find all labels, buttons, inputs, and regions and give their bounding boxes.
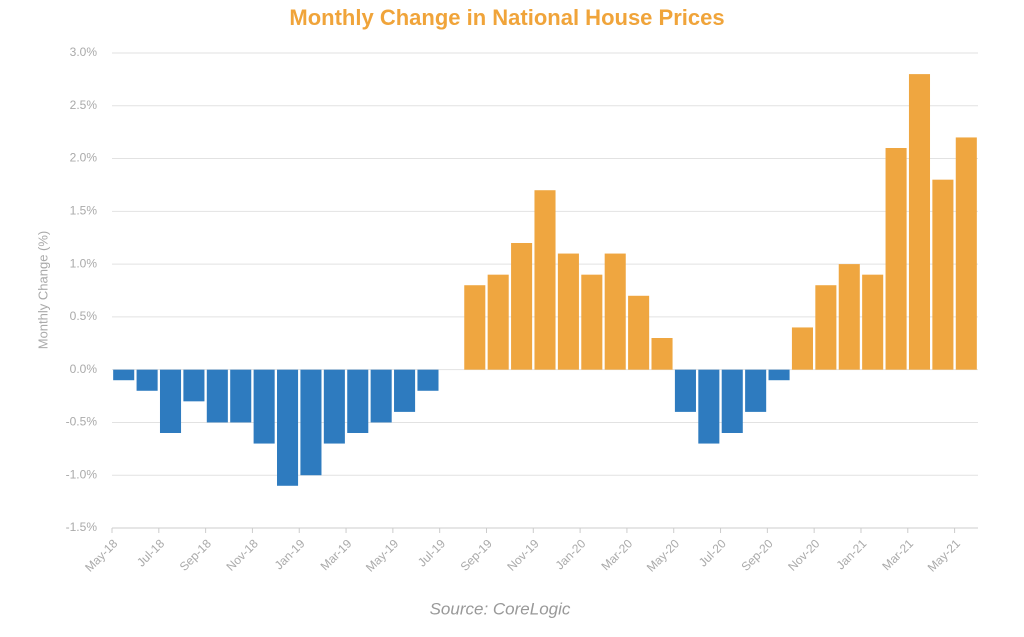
x-tick-label: Mar-20: [599, 536, 636, 573]
bar: [768, 369, 790, 381]
bar: [159, 369, 182, 433]
bar: [394, 369, 416, 412]
bar: [745, 369, 767, 412]
y-tick-label: 2.5%: [70, 98, 98, 112]
y-tick-label: -1.0%: [66, 467, 98, 481]
bar: [815, 285, 837, 370]
bar: [791, 327, 813, 370]
bar: [604, 253, 626, 370]
y-axis-label: Monthly Change (%): [35, 231, 50, 350]
x-tick-label: Sep-18: [177, 536, 214, 573]
bar: [534, 190, 556, 370]
bar: [206, 369, 228, 423]
bar: [932, 179, 954, 370]
x-tick-label: Sep-20: [738, 536, 775, 573]
x-tick-label: Jul-19: [415, 536, 448, 569]
x-tick-label: Jul-20: [696, 536, 729, 569]
bar: [511, 243, 533, 370]
x-tick-label: Nov-19: [504, 536, 541, 573]
y-tick-label: -1.5%: [66, 520, 98, 534]
bar: [838, 264, 860, 370]
bar: [721, 369, 743, 433]
x-tick-label: May-19: [363, 536, 401, 574]
x-tick-label: Nov-20: [785, 536, 822, 573]
x-tick-label: May-18: [82, 536, 120, 574]
bar: [464, 285, 486, 370]
x-tick-label: May-21: [925, 536, 963, 574]
bar: [417, 369, 439, 391]
y-tick-label: 2.0%: [70, 151, 98, 165]
bar: [113, 369, 135, 381]
x-tick-label: Nov-18: [224, 536, 261, 573]
x-tick-label: Jan-19: [272, 536, 308, 572]
bar: [581, 274, 603, 370]
bar: [557, 253, 579, 370]
y-tick-label: 0.5%: [70, 309, 98, 323]
y-tick-label: 1.5%: [70, 204, 98, 218]
x-tick-label: Jan-20: [553, 536, 589, 572]
y-tick-label: 3.0%: [70, 45, 98, 59]
bar: [698, 369, 720, 444]
bar: [277, 369, 299, 486]
bar: [955, 137, 977, 370]
source: Source: CoreLogic: [430, 599, 571, 618]
bar: [651, 338, 673, 370]
x-tick-label: Sep-19: [458, 536, 495, 573]
bar: [323, 369, 345, 444]
bar: [136, 369, 158, 391]
bar: [253, 369, 275, 444]
x-tick-label: Mar-21: [879, 536, 916, 573]
bar: [183, 369, 205, 402]
bar: [300, 369, 322, 476]
bar: [885, 148, 907, 370]
x-tick-label: Mar-19: [318, 536, 355, 573]
bar: [370, 369, 392, 423]
bar: [347, 369, 369, 433]
bar: [862, 274, 884, 370]
y-tick-label: 0.0%: [70, 362, 98, 376]
x-tick-label: May-20: [644, 536, 682, 574]
x-tick-label: Jan-21: [833, 536, 869, 572]
x-tick-label: Jul-18: [134, 536, 167, 569]
bar: [487, 274, 509, 370]
y-tick-label: -0.5%: [66, 415, 98, 429]
y-tick-label: 1.0%: [70, 256, 98, 270]
chart-title: Monthly Change in National House Prices: [289, 5, 724, 30]
bar: [674, 369, 696, 412]
bar: [230, 369, 252, 423]
bar: [628, 295, 650, 370]
bar: [908, 74, 931, 370]
